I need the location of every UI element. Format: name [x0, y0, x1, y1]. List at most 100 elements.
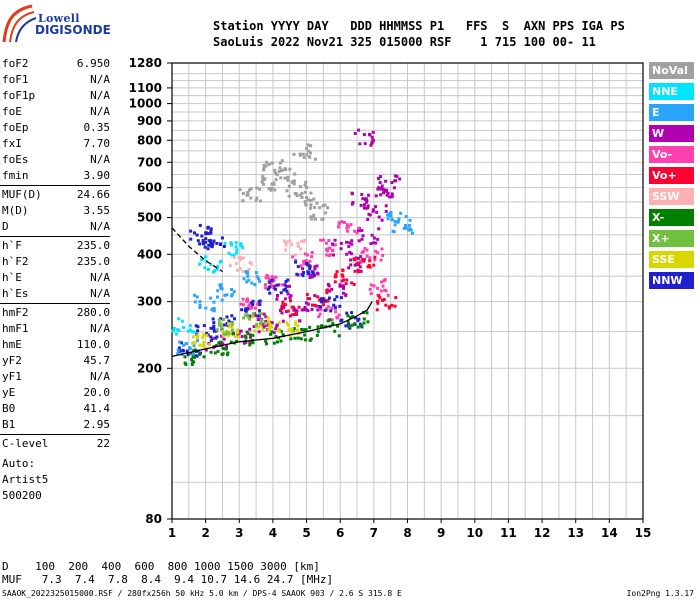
echo-point [266, 287, 270, 291]
echo-point [257, 330, 261, 334]
echo-point [242, 277, 246, 281]
echo-point [318, 206, 322, 210]
echo-point [286, 292, 290, 296]
echo-point [370, 141, 374, 145]
echo-point [338, 284, 342, 288]
param-value: N/A [90, 89, 110, 102]
echo-point [324, 241, 328, 245]
echo-point [365, 200, 369, 204]
param-row: fmin 3.90 [2, 168, 110, 184]
header-line-1: Station YYYY DAY DDD HHMMSS P1 FFS S AXN… [213, 19, 625, 33]
echo-point [298, 153, 302, 157]
echo-point [345, 311, 349, 315]
echo-point [294, 322, 298, 326]
echo-point [215, 295, 219, 299]
echo-point [345, 278, 349, 282]
echo-point [262, 168, 266, 172]
echo-point [300, 239, 304, 243]
echo-point [382, 191, 386, 195]
echo-point [380, 247, 384, 251]
echo-point [300, 308, 304, 312]
echo-point [288, 239, 292, 243]
echo-point [323, 203, 327, 207]
echo-point [184, 342, 188, 346]
echo-point [190, 362, 194, 366]
echo-point [288, 296, 292, 300]
echo-point [378, 181, 382, 185]
param-name: fmin [2, 169, 29, 182]
echo-point [389, 212, 393, 216]
echo-point [193, 341, 197, 345]
echo-point [309, 215, 313, 219]
echo-point [315, 333, 319, 337]
echo-point [327, 296, 331, 300]
echo-point [267, 285, 271, 289]
echo-point [376, 286, 380, 290]
echo-point [234, 245, 238, 249]
echo-point [233, 334, 237, 338]
echo-point [260, 180, 264, 184]
echo-point [336, 225, 340, 229]
echo-point [196, 336, 200, 340]
echo-point [336, 324, 340, 328]
echo-point [267, 328, 271, 332]
echo-point [285, 289, 289, 293]
echo-point [312, 272, 316, 276]
echo-point [248, 335, 252, 339]
echo-point [316, 295, 320, 299]
echo-point [335, 295, 339, 299]
echo-point [286, 175, 290, 179]
echo-point [265, 323, 269, 327]
logo-text-top: Lowell [38, 12, 80, 25]
echo-point [222, 245, 226, 249]
echo-point [304, 328, 308, 332]
echo-point [319, 325, 323, 329]
echo-point [206, 333, 210, 337]
echo-point [302, 262, 306, 266]
echo-point [302, 259, 306, 263]
echo-point [284, 310, 288, 314]
echo-point [305, 196, 309, 200]
param-name: yF1 [2, 370, 22, 383]
echo-point [376, 300, 380, 304]
echo-point [291, 179, 295, 183]
echo-point [257, 277, 261, 281]
echo-point [248, 261, 252, 265]
echo-point [381, 284, 385, 288]
echo-point [256, 318, 260, 322]
echo-point [215, 335, 219, 339]
echo-point [299, 264, 303, 268]
echo-point [390, 192, 394, 196]
echo-point [253, 283, 257, 287]
echo-point [209, 231, 213, 235]
echo-point [251, 303, 255, 307]
echo-point [309, 144, 313, 148]
echo-point [313, 205, 317, 209]
echo-point [333, 243, 337, 247]
echo-point [362, 206, 366, 210]
echo-point [242, 316, 246, 320]
y-tick-label: 1100 [129, 81, 162, 95]
echo-point [291, 255, 295, 259]
echo-point [210, 245, 214, 249]
echo-point [353, 131, 357, 135]
param-row: h`F2 235.0 [2, 254, 110, 270]
echo-point [350, 323, 354, 327]
echo-point [326, 206, 330, 210]
echo-point [215, 344, 219, 348]
echo-point [384, 209, 388, 213]
legend-item-vo-: Vo- [649, 146, 694, 163]
echo-point [366, 204, 370, 208]
echo-point [195, 295, 199, 299]
y-tick-label: 800 [137, 133, 162, 147]
echo-point [252, 325, 256, 329]
echo-point [283, 176, 287, 180]
echo-point [356, 261, 360, 265]
echo-point [255, 275, 259, 279]
echo-point [342, 220, 346, 224]
echo-point [280, 159, 284, 163]
echo-point [300, 191, 304, 195]
echo-point [311, 275, 315, 279]
echo-point [323, 299, 327, 303]
echo-point [188, 328, 192, 332]
